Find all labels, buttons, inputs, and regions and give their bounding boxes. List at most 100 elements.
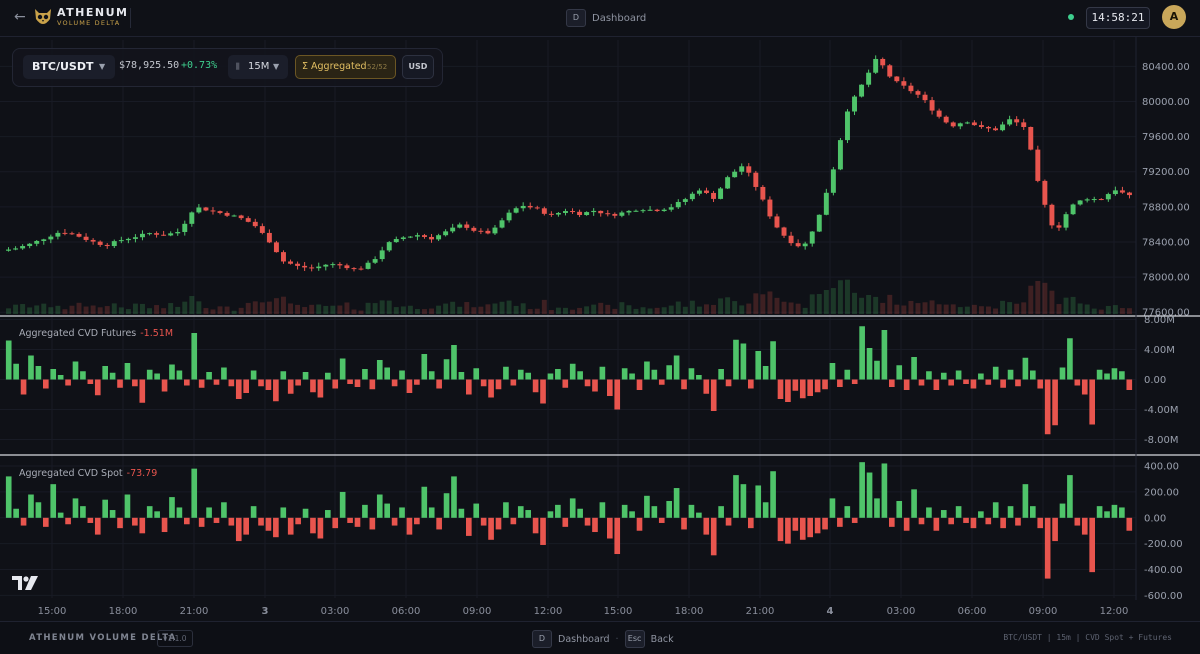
volume-bar bbox=[266, 301, 272, 314]
volume-bar bbox=[830, 288, 836, 314]
candle-body bbox=[238, 215, 244, 219]
volume-bar bbox=[993, 308, 998, 314]
cvd-bar bbox=[606, 517, 613, 539]
cvd-bar bbox=[555, 504, 561, 518]
volume-bar bbox=[584, 306, 590, 314]
price-tick-label: 78000.00 bbox=[1142, 273, 1190, 284]
cvd-bar bbox=[1015, 379, 1021, 387]
candle-body bbox=[570, 211, 575, 213]
volume-bar bbox=[1049, 290, 1055, 314]
cvd-bar bbox=[755, 351, 762, 380]
dashboard-shortcut[interactable]: D Dashboard bbox=[566, 9, 646, 27]
candle-body bbox=[1014, 119, 1020, 123]
avatar[interactable]: A bbox=[1162, 5, 1186, 29]
cvd-bar bbox=[911, 357, 917, 380]
cvd-bar bbox=[1081, 379, 1088, 395]
divider bbox=[130, 8, 131, 28]
owl-logo-icon bbox=[35, 9, 51, 24]
cvd-bar bbox=[20, 379, 27, 395]
cvd-bar bbox=[94, 379, 101, 396]
candle-body bbox=[273, 242, 279, 253]
x-tick-label: 03:00 bbox=[321, 606, 350, 617]
dashboard-key[interactable]: D bbox=[532, 630, 552, 648]
shortcut-key: D bbox=[566, 9, 586, 27]
cvd-tick-label: -400.00 bbox=[1144, 565, 1183, 576]
candle-body bbox=[83, 236, 89, 240]
candle-body bbox=[675, 201, 681, 208]
symbol-selector[interactable]: BTC/USDT ▼ bbox=[23, 55, 115, 79]
candle-body bbox=[309, 267, 315, 269]
cvd-bar bbox=[421, 486, 428, 518]
candle-body bbox=[457, 224, 463, 228]
cvd-bar bbox=[592, 517, 598, 533]
cvd-bar bbox=[362, 369, 368, 380]
back-arrow-icon[interactable]: ← bbox=[14, 9, 26, 25]
cvd-bar bbox=[42, 379, 49, 389]
x-tick-label: 21:00 bbox=[180, 606, 209, 617]
x-tick-label: 15:00 bbox=[38, 606, 67, 617]
volume-bar bbox=[647, 308, 653, 314]
cvd-tick-label: 4.00M bbox=[1144, 345, 1175, 356]
chart-canvas[interactable]: 15:00 18:00 21:00 3 03:00 06:00 09:00 12:00 15:0… bbox=[0, 37, 1200, 621]
cvd-bar bbox=[718, 369, 724, 380]
volume-bar bbox=[506, 300, 512, 314]
price-tick-label: 80400.00 bbox=[1142, 62, 1190, 73]
cvd-bar bbox=[859, 326, 865, 380]
candle-body bbox=[217, 211, 223, 213]
volume-bar bbox=[626, 305, 632, 314]
cvd-bar bbox=[725, 379, 732, 387]
cvd-bar bbox=[1037, 517, 1044, 529]
cvd-bar bbox=[696, 512, 702, 518]
volume-bar bbox=[55, 305, 61, 314]
cvd-bar bbox=[992, 366, 999, 380]
cvd-bar bbox=[896, 365, 903, 380]
footer: ATHENUM VOLUME DELTA v1.1.0 D Dashboard … bbox=[0, 621, 1200, 654]
candle-body bbox=[252, 221, 258, 227]
cvd-bar bbox=[733, 475, 739, 518]
volume-bar bbox=[407, 305, 413, 314]
x-tick-label: 12:00 bbox=[534, 606, 563, 617]
volume-bar bbox=[520, 303, 526, 314]
cvd-bar bbox=[1000, 379, 1006, 388]
candle-body bbox=[13, 248, 19, 250]
futures-cvd-bars bbox=[5, 326, 1133, 435]
cvd-bar bbox=[295, 379, 301, 386]
candle-body bbox=[513, 208, 519, 213]
volume-bar bbox=[654, 307, 660, 314]
cvd-bar bbox=[369, 379, 376, 390]
candle-body bbox=[182, 223, 188, 233]
cvd-bar bbox=[629, 511, 635, 518]
cvd-bar bbox=[688, 504, 695, 518]
volume-bar bbox=[1105, 305, 1111, 314]
candle-body bbox=[626, 210, 632, 213]
cvd-bar bbox=[540, 517, 546, 545]
volume-bar bbox=[238, 307, 244, 314]
cvd-bar bbox=[273, 379, 279, 402]
cvd-bar bbox=[510, 517, 517, 525]
candle-body bbox=[1035, 149, 1041, 181]
cvd-bar bbox=[5, 476, 12, 518]
volume-bar bbox=[118, 307, 124, 314]
volume-bar bbox=[161, 308, 167, 314]
timeframe-selector[interactable]: ⫼ 15M ▼ bbox=[228, 55, 288, 79]
esc-key[interactable]: Esc bbox=[624, 630, 645, 648]
candle-body bbox=[943, 116, 949, 123]
currency-button[interactable]: USD bbox=[402, 55, 434, 79]
aggregated-toggle[interactable]: Σ Aggregated 52/52 bbox=[295, 55, 396, 79]
candle-body bbox=[633, 210, 639, 212]
volume-bar bbox=[978, 306, 984, 314]
cvd-bar bbox=[480, 517, 487, 526]
candle-body bbox=[753, 172, 759, 187]
volume-bar bbox=[957, 307, 963, 314]
candle-body bbox=[689, 193, 695, 200]
cvd-bar bbox=[50, 484, 57, 518]
volume-bar bbox=[901, 305, 907, 314]
cvd-bar bbox=[235, 517, 242, 542]
candle-body bbox=[111, 241, 117, 247]
volume-bar bbox=[422, 309, 427, 314]
cvd-bar bbox=[324, 372, 331, 380]
candle-body bbox=[704, 190, 709, 193]
cvd-bar bbox=[651, 369, 658, 380]
cvd-bar bbox=[287, 379, 294, 394]
cvd-bar bbox=[480, 379, 487, 387]
